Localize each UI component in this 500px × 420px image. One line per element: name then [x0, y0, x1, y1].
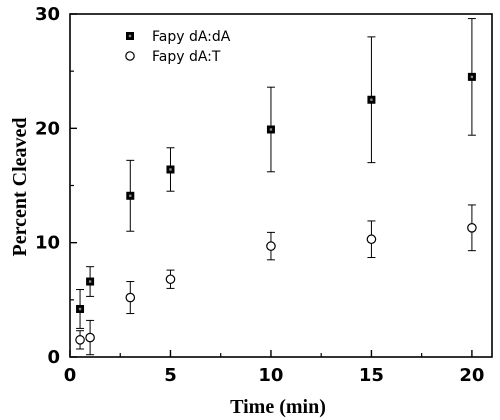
x-axis-title: Time (min) — [230, 396, 326, 418]
data-point — [75, 335, 85, 345]
data-point — [85, 332, 95, 343]
series-layer — [75, 18, 477, 356]
x-tick-label: 0 — [64, 365, 77, 386]
data-point-center — [129, 194, 132, 197]
data-point-center — [370, 98, 373, 101]
data-point — [125, 51, 135, 61]
x-tick-label: 20 — [459, 365, 484, 386]
legend-item-2: Fapy dA:T — [125, 49, 221, 65]
y-axis-ticks: 0 10 20 30 — [35, 4, 77, 368]
data-point — [266, 241, 276, 251]
plot-border — [69, 13, 493, 358]
x-axis-ticks: 0 5 10 15 20 — [64, 350, 484, 386]
data-point-center — [78, 307, 82, 311]
series-1 — [76, 18, 476, 329]
y-tick-label: 30 — [35, 4, 60, 25]
legend-item-1: Fapy dA:dA — [126, 29, 231, 45]
data-point-center — [128, 34, 132, 38]
y-tick-label: 10 — [35, 233, 60, 254]
data-point-center — [470, 75, 474, 79]
plot-frame — [69, 13, 493, 358]
x-tick-label: 15 — [359, 365, 384, 386]
y-tick-label: 0 — [47, 347, 60, 368]
x-tick-label: 10 — [258, 365, 283, 386]
data-point — [125, 292, 136, 303]
data-point-center — [169, 168, 172, 171]
legend: Fapy dA:dA Fapy dA:T — [125, 29, 231, 65]
y-axis-title: Percent Cleaved — [9, 117, 31, 256]
legend-label: Fapy dA:T — [152, 49, 221, 65]
legend-label: Fapy dA:dA — [152, 29, 231, 45]
data-point — [366, 234, 377, 245]
y-tick-label: 20 — [35, 118, 60, 139]
data-point — [165, 274, 176, 285]
data-point-center — [269, 128, 273, 131]
x-tick-label: 5 — [164, 365, 177, 386]
data-point-center — [88, 280, 92, 283]
series-2 — [75, 204, 477, 356]
data-point — [467, 223, 477, 233]
